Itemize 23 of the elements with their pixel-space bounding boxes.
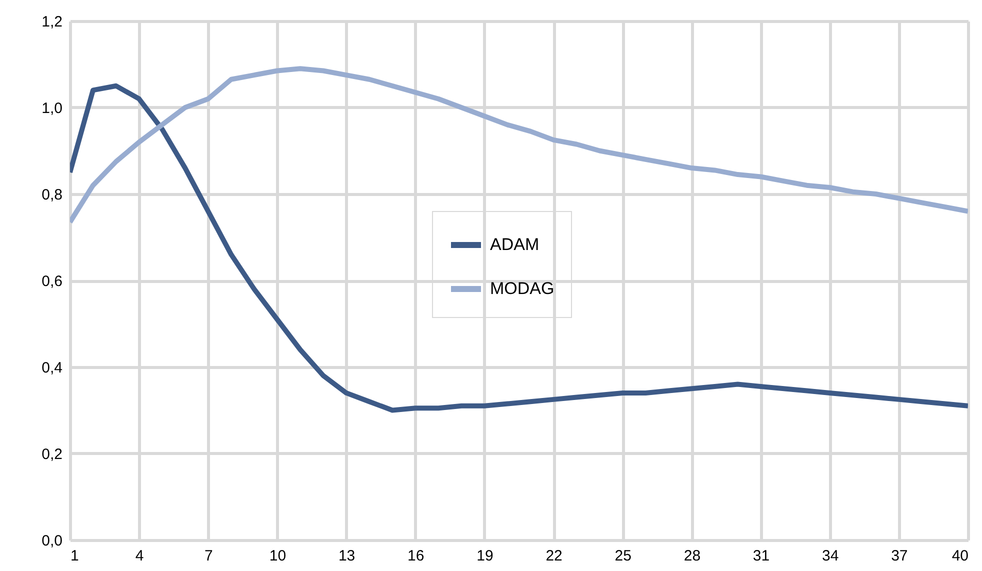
x-tick-label: 13 xyxy=(338,548,356,564)
x-tick-label: 31 xyxy=(752,548,770,564)
y-tick-label: 0,4 xyxy=(42,360,62,376)
x-tick-label: 40 xyxy=(952,548,968,564)
x-tick-label: 22 xyxy=(546,548,562,564)
legend-label: ADAM xyxy=(490,235,540,254)
y-tick-label: 0,2 xyxy=(42,446,62,463)
x-tick-label: 10 xyxy=(269,548,286,564)
x-tick-label: 7 xyxy=(204,548,213,564)
y-tick-label: 1,2 xyxy=(42,14,62,30)
x-tick-label: 34 xyxy=(822,548,839,564)
x-tick-label: 25 xyxy=(614,548,632,564)
y-tick-label: 1,0 xyxy=(42,100,62,117)
x-tick-label: 4 xyxy=(135,548,144,564)
x-tick-label: 16 xyxy=(408,548,424,564)
y-tick-label: 0,0 xyxy=(42,532,62,550)
legend-label: MODAG xyxy=(490,279,554,298)
x-tick-label: 28 xyxy=(684,548,701,564)
y-tick-label: 0,6 xyxy=(42,273,62,290)
x-tick-label: 1 xyxy=(70,548,79,564)
y-tick-label: 0,8 xyxy=(42,186,62,204)
x-tick-label: 37 xyxy=(891,548,908,564)
x-tick-label: 19 xyxy=(476,548,494,564)
